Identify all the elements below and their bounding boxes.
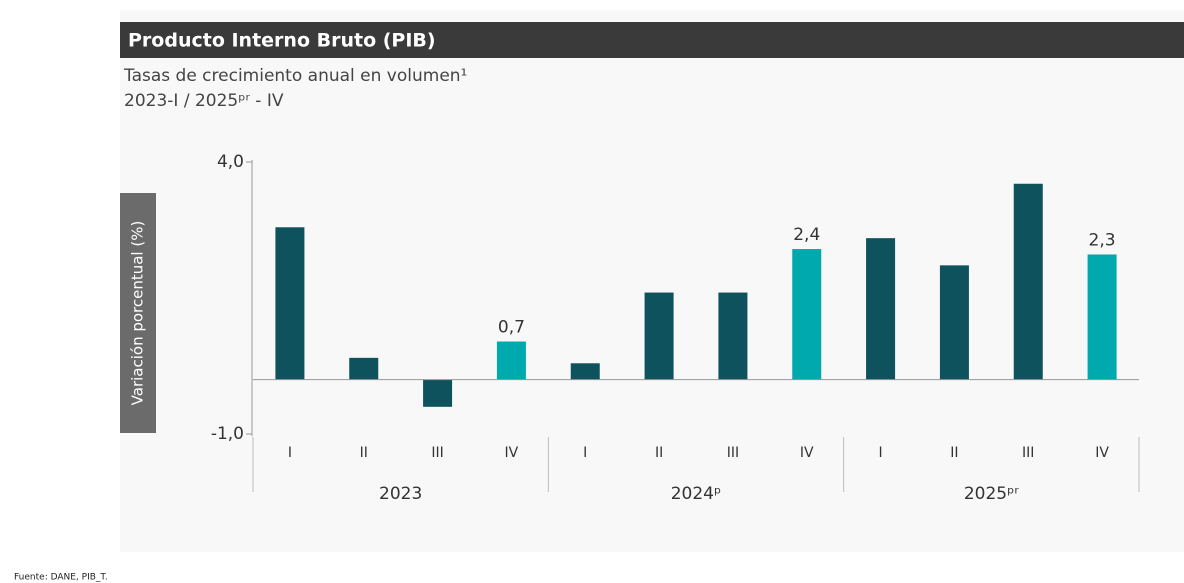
bar (939, 265, 969, 380)
y-tick-label: -1,0 (211, 424, 244, 444)
bar (1013, 183, 1043, 380)
subtitle: 2023-I / 2025ᵖʳ - IV (124, 91, 284, 111)
data-label: 0,7 (498, 318, 525, 338)
x-tick-label: IV (1095, 445, 1109, 461)
x-tick-label: III (431, 445, 443, 461)
data-label: 2,4 (793, 225, 820, 245)
data-label: 2,3 (1089, 230, 1116, 250)
x-tick-label: IV (800, 445, 814, 461)
bar (1087, 254, 1117, 380)
group-label: 2024ᵖ (671, 484, 722, 504)
y-label-box (120, 193, 156, 433)
bar (496, 341, 526, 380)
y-tick-label: 4,0 (217, 152, 244, 172)
group-label: 2023 (379, 484, 422, 504)
x-tick-label: IV (505, 445, 519, 461)
title-bar (120, 22, 1184, 58)
y-axis-label: Variación porcentual (%) (129, 221, 147, 406)
x-tick-label: I (288, 445, 292, 461)
x-tick-label: II (950, 445, 958, 461)
group-label: 2025ᵖʳ (964, 484, 1020, 504)
x-tick-label: I (583, 445, 587, 461)
x-tick-label: I (879, 445, 883, 461)
source: Fuente: DANE, PIB_T. (14, 573, 108, 583)
bar (866, 238, 896, 380)
bar (718, 292, 748, 380)
bar (792, 249, 822, 380)
bar (423, 379, 453, 407)
bar (275, 227, 305, 380)
bar (570, 363, 600, 380)
bar (644, 292, 674, 380)
x-tick-label: II (360, 445, 368, 461)
bar (349, 357, 379, 380)
x-tick-label: III (1022, 445, 1034, 461)
subtitle: Tasas de crecimiento anual en volumen¹ (123, 66, 467, 86)
x-tick-label: III (727, 445, 739, 461)
chart-title: Producto Interno Bruto (PIB) (128, 30, 436, 52)
x-tick-label: II (655, 445, 663, 461)
